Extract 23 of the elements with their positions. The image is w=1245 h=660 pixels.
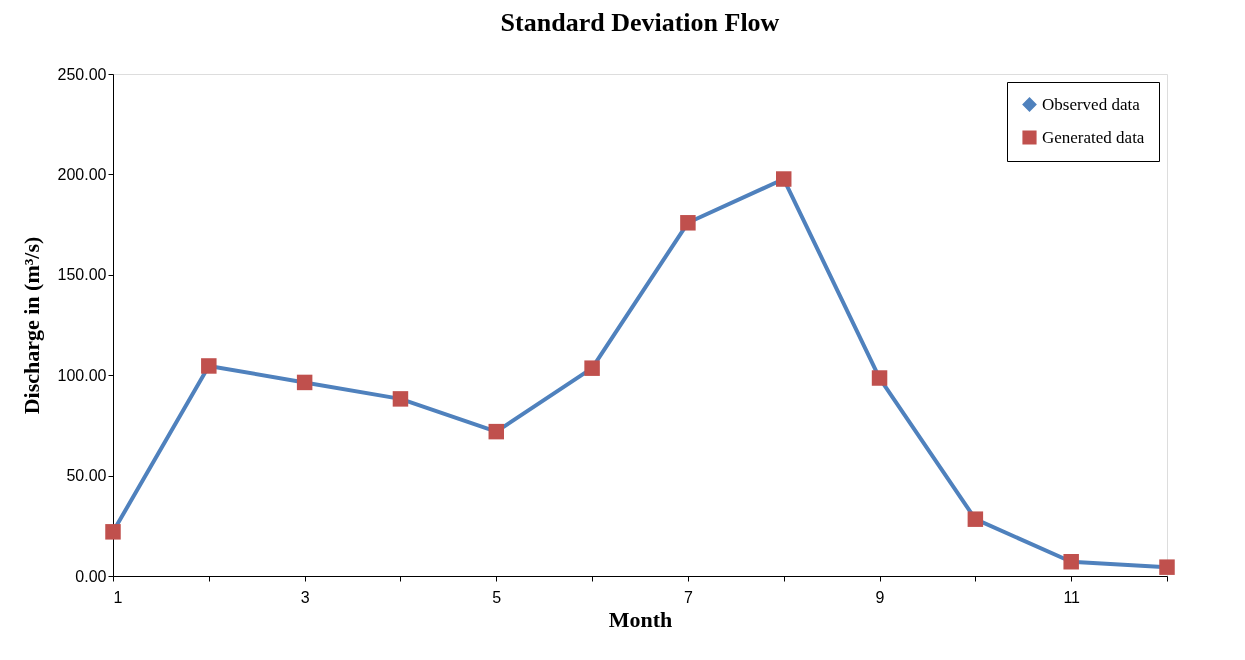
legend-label: Generated data <box>1042 127 1145 147</box>
y-tick-label: 150.00 <box>57 266 107 284</box>
y-tick-label: 250.00 <box>57 65 107 83</box>
x-axis-title: Month <box>608 606 673 632</box>
x-tick-label: 1 <box>113 588 123 606</box>
point <box>871 370 888 386</box>
y-tick-label: 100.00 <box>57 366 107 384</box>
point <box>392 391 409 407</box>
x-tick-label: 7 <box>683 588 693 606</box>
point <box>488 423 505 440</box>
y-axis-title: Discharge in (m³/s) <box>18 236 44 415</box>
point <box>775 171 792 187</box>
legend-label: Observed data <box>1042 94 1141 114</box>
y-tick-label: 0.00 <box>75 567 107 585</box>
x-tick-label: 11 <box>1063 588 1081 606</box>
chart-title: Standard Deviation Flow <box>500 8 780 37</box>
y-tick-label: 50.00 <box>66 467 107 485</box>
point <box>296 374 313 391</box>
x-tick-label: 3 <box>300 588 310 606</box>
x-tick-label: 5 <box>492 588 502 606</box>
x-tick-label: 9 <box>875 588 885 606</box>
point <box>967 511 984 527</box>
y-tick-label: 200.00 <box>57 165 107 183</box>
